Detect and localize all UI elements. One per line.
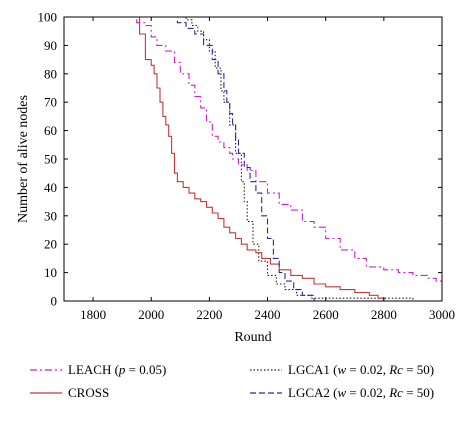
x-axis-label: Round: [234, 330, 271, 345]
series-line-lgca2: [64, 16, 315, 301]
y-tick-label: 10: [44, 265, 57, 280]
x-tick-label: 1800: [80, 307, 106, 322]
x-tick-label: 3000: [429, 307, 455, 322]
y-axis-label: Number of alive nodes: [16, 95, 31, 223]
legend-label-leach: LEACH (p = 0.05): [68, 362, 166, 377]
legend-label-lgca2: LGCA2 (w = 0.02, Rc = 50): [288, 385, 434, 400]
y-tick-label: 40: [44, 180, 57, 195]
x-tick-label: 2400: [255, 307, 281, 322]
y-tick-label: 90: [44, 38, 57, 53]
x-tick-label: 2600: [313, 307, 339, 322]
y-tick-label: 20: [44, 237, 57, 252]
series-line-leach: [64, 16, 443, 284]
x-tick-label: 2800: [371, 307, 397, 322]
x-tick-label: 2200: [196, 307, 222, 322]
plot-frame: [63, 16, 443, 302]
x-tick-label: 2000: [138, 307, 164, 322]
y-tick-label: 0: [51, 294, 58, 309]
legend-label-cross: CROSS: [68, 385, 109, 400]
y-tick-label: 60: [44, 123, 57, 138]
series-line-cross: [64, 16, 385, 301]
y-tick-label: 70: [44, 95, 57, 110]
y-tick-label: 50: [44, 152, 57, 167]
legend-label-lgca1: LGCA1 (w = 0.02, Rc = 50): [288, 362, 434, 377]
y-tick-label: 80: [44, 66, 57, 81]
ticks-layer: 1800 2000 2200 2400 2600 2800 3000 0 10 20 30 40 50 6…: [38, 10, 456, 323]
y-tick-label: 30: [44, 208, 57, 223]
legend: LEACH (p = 0.05) LGCA1 (w = 0.02, Rc = 50…: [30, 362, 434, 400]
series-layer: [64, 16, 443, 301]
y-tick-label: 100: [38, 10, 58, 25]
